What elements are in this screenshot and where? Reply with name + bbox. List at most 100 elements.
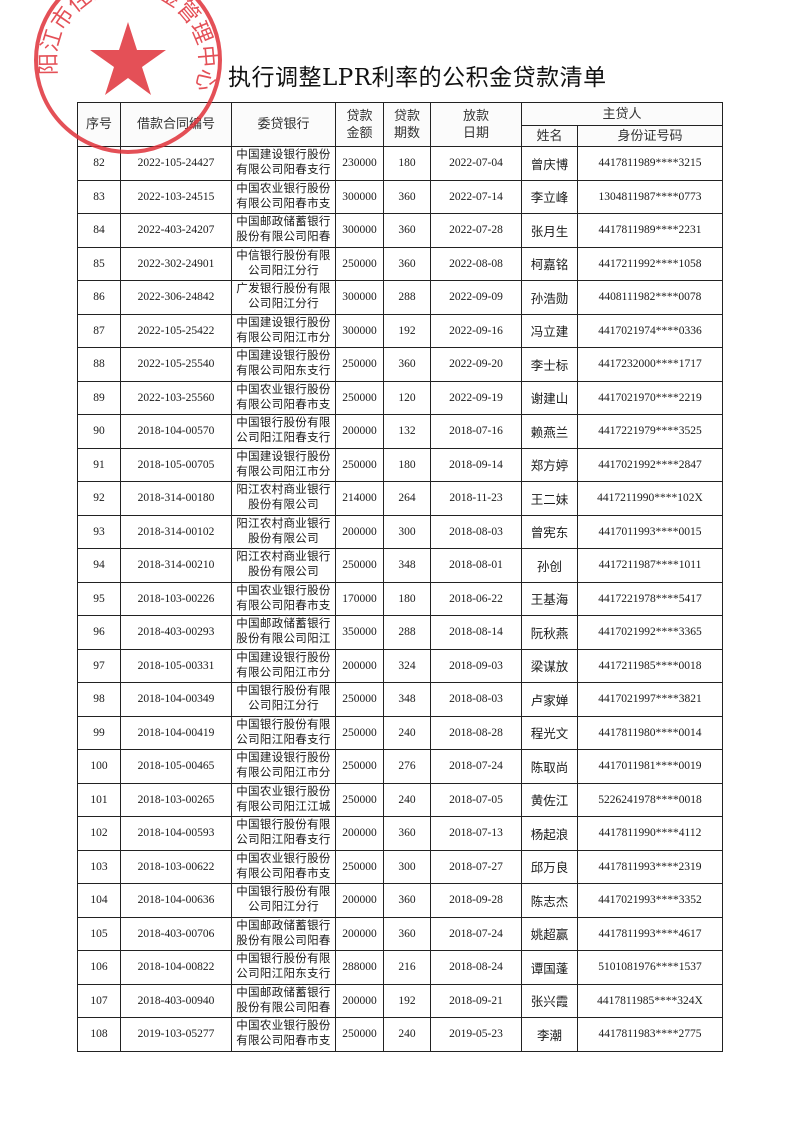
seq-cell: 89 <box>77 380 121 415</box>
table-row: 84 2022-403-24207 中国邮政储蓄银行股份有限公司阳春 300000 36… <box>77 213 723 248</box>
bank-cell: 中信银行股份有限公司阳江分行 <box>231 246 336 281</box>
id-number-cell: 4417811990****4112 <box>577 816 723 851</box>
bank-cell: 中国银行股份有限公司阳江阳春支行 <box>231 816 336 851</box>
contract-number-cell: 2018-104-00822 <box>120 950 232 985</box>
id-number-cell: 4417232000****1717 <box>577 347 723 382</box>
id-number-cell: 4417011981****0019 <box>577 749 723 784</box>
table-row: 87 2022-105-25422 中国建设银行股份有限公司阳江市分 300000 19… <box>77 313 723 348</box>
term-cell: 300 <box>383 849 431 884</box>
bank-cell: 广发银行股份有限公司阳江分行 <box>231 280 336 315</box>
amount-cell: 350000 <box>335 615 384 650</box>
id-number-cell: 4417811993****2319 <box>577 849 723 884</box>
term-cell: 240 <box>383 782 431 817</box>
amount-cell: 250000 <box>335 749 384 784</box>
bank-cell: 中国建设银行股份有限公司阳春支行 <box>231 146 336 181</box>
contract-number-cell: 2018-403-00940 <box>120 983 232 1018</box>
term-cell: 360 <box>383 916 431 951</box>
bank-cell: 阳江农村商业银行股份有限公司 <box>231 514 336 549</box>
borrower-name-cell: 张月生 <box>521 213 578 248</box>
amount-cell: 250000 <box>335 548 384 583</box>
borrower-name-cell: 阮秋燕 <box>521 615 578 650</box>
term-cell: 192 <box>383 983 431 1018</box>
term-cell: 216 <box>383 950 431 985</box>
borrower-name-cell: 赖燕兰 <box>521 414 578 449</box>
amount-cell: 200000 <box>335 514 384 549</box>
id-number-cell: 4417811989****3215 <box>577 146 723 181</box>
amount-cell: 200000 <box>335 916 384 951</box>
term-cell: 360 <box>383 213 431 248</box>
seq-cell: 100 <box>77 749 121 784</box>
date-cell: 2018-09-03 <box>430 648 522 683</box>
borrower-name-cell: 杨起浪 <box>521 816 578 851</box>
header-date-text: 放款日期 <box>462 108 489 141</box>
seq-cell: 86 <box>77 280 121 315</box>
amount-cell: 200000 <box>335 648 384 683</box>
header-term: 贷款期数 <box>383 102 431 147</box>
borrower-name-cell: 陈取尚 <box>521 749 578 784</box>
table-row: 90 2018-104-00570 中国银行股份有限公司阳江阳春支行 200000 13… <box>77 414 723 449</box>
term-cell: 288 <box>383 280 431 315</box>
table-row: 98 2018-104-00349 中国银行股份有限公司阳江分行 250000 348 2… <box>77 682 723 717</box>
table-row: 99 2018-104-00419 中国银行股份有限公司阳江阳春支行 250000 24… <box>77 715 723 750</box>
date-cell: 2018-07-27 <box>430 849 522 884</box>
seq-cell: 84 <box>77 213 121 248</box>
borrower-name-cell: 李立峰 <box>521 179 578 214</box>
term-cell: 180 <box>383 447 431 482</box>
contract-number-cell: 2018-104-00349 <box>120 682 232 717</box>
term-cell: 240 <box>383 715 431 750</box>
bank-cell: 阳江农村商业银行股份有限公司 <box>231 548 336 583</box>
bank-cell: 中国农业银行股份有限公司阳春市支 <box>231 380 336 415</box>
id-number-cell: 4417811980****0014 <box>577 715 723 750</box>
header-amount-text: 贷款金额 <box>346 108 373 141</box>
contract-number-cell: 2018-314-00180 <box>120 481 232 516</box>
header-term-text: 贷款期数 <box>393 108 420 141</box>
amount-cell: 200000 <box>335 883 384 918</box>
seq-cell: 91 <box>77 447 121 482</box>
id-number-cell: 4408111982****0078 <box>577 280 723 315</box>
amount-cell: 250000 <box>335 782 384 817</box>
id-number-cell: 5101081976****1537 <box>577 950 723 985</box>
bank-cell: 中国建设银行股份有限公司阳东支行 <box>231 347 336 382</box>
bank-cell: 中国农业银行股份有限公司阳春市支 <box>231 581 336 616</box>
bank-cell: 中国银行股份有限公司阳江阳春支行 <box>231 414 336 449</box>
date-cell: 2022-09-09 <box>430 280 522 315</box>
amount-cell: 250000 <box>335 1017 384 1052</box>
seq-cell: 92 <box>77 481 121 516</box>
seq-cell: 87 <box>77 313 121 348</box>
date-cell: 2018-08-01 <box>430 548 522 583</box>
amount-cell: 170000 <box>335 581 384 616</box>
contract-number-cell: 2018-104-00636 <box>120 883 232 918</box>
term-cell: 180 <box>383 581 431 616</box>
term-cell: 360 <box>383 179 431 214</box>
header-amount: 贷款金额 <box>335 102 384 147</box>
date-cell: 2018-09-21 <box>430 983 522 1018</box>
date-cell: 2018-07-05 <box>430 782 522 817</box>
amount-cell: 300000 <box>335 313 384 348</box>
term-cell: 132 <box>383 414 431 449</box>
term-cell: 240 <box>383 1017 431 1052</box>
date-cell: 2018-08-03 <box>430 682 522 717</box>
table-row: 91 2018-105-00705 中国建设银行股份有限公司阳江市分 250000 18… <box>77 447 723 482</box>
table-body: 82 2022-105-24427 中国建设银行股份有限公司阳春支行 230000 18… <box>77 146 723 1052</box>
borrower-name-cell: 谭国蓬 <box>521 950 578 985</box>
date-cell: 2018-08-03 <box>430 514 522 549</box>
term-cell: 192 <box>383 313 431 348</box>
header-id: 身份证号码 <box>577 125 723 147</box>
table-row: 105 2018-403-00706 中国邮政储蓄银行股份有限公司阳春 200000 3… <box>77 916 723 951</box>
amount-cell: 250000 <box>335 447 384 482</box>
header-contract: 借款合同编号 <box>120 102 232 147</box>
seq-cell: 93 <box>77 514 121 549</box>
bank-cell: 中国建设银行股份有限公司阳江市分 <box>231 447 336 482</box>
seq-cell: 101 <box>77 782 121 817</box>
term-cell: 348 <box>383 682 431 717</box>
contract-number-cell: 2022-105-24427 <box>120 146 232 181</box>
table-row: 82 2022-105-24427 中国建设银行股份有限公司阳春支行 230000 18… <box>77 146 723 181</box>
term-cell: 180 <box>383 146 431 181</box>
id-number-cell: 4417021992****2847 <box>577 447 723 482</box>
table-row: 108 2019-103-05277 中国农业银行股份有限公司阳春市支 250000 2… <box>77 1017 723 1052</box>
borrower-name-cell: 柯嘉铭 <box>521 246 578 281</box>
borrower-name-cell: 冯立建 <box>521 313 578 348</box>
seq-cell: 108 <box>77 1017 121 1052</box>
seq-cell: 104 <box>77 883 121 918</box>
term-cell: 264 <box>383 481 431 516</box>
